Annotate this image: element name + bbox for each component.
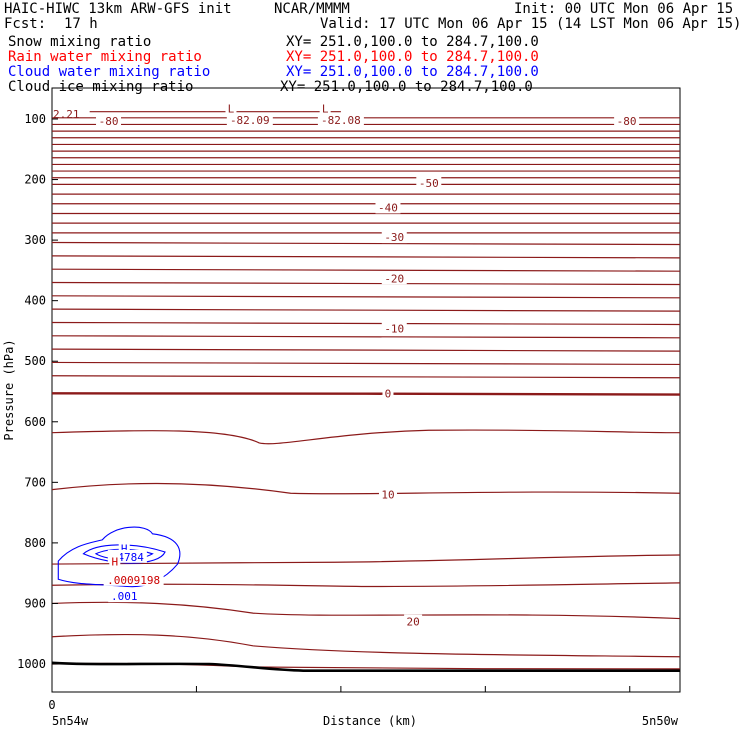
ground-surface [51,661,680,672]
y-tick-label: 800 [24,536,46,550]
temperature-label: L [228,103,235,116]
isotherm [51,429,681,445]
organization-label: NCAR/MMMM [274,1,350,17]
temperature-label: 10 [381,488,394,501]
isotherm [51,348,681,352]
temperature-label: 0 [385,387,392,400]
field-xy-rain: XY= 251.0,100.0 to 284.7,100.0 [286,49,539,65]
y-tick-label: 700 [24,475,46,489]
model-title: HAIC-HIWC 13km ARW-GFS init [4,1,232,17]
temperature-label: L [322,103,329,116]
isotherm [51,601,681,620]
temperature-label-bg [416,176,442,190]
isotherm [51,241,681,246]
temperature-label-bg [225,101,237,115]
y-tick-label: 200 [24,173,46,187]
isotherm [51,321,681,326]
valid-time: Valid: 17 UTC Mon 06 Apr 15 (14 LST Mon … [320,16,740,32]
isotherm [51,361,681,366]
temperature-label-bg [317,113,364,127]
temperature-label: -40 [378,201,398,214]
temperature-label-bg [382,386,394,400]
temperature-label-bg [381,230,407,244]
field-xy-cloud-ice: XY= 251.0,100.0 to 284.7,100.0 [280,79,533,95]
field-xy-cloud-water: XY= 251.0,100.0 to 284.7,100.0 [286,64,539,80]
cloud-water-label: .001 [111,590,138,603]
temperature-label: -82.08 [321,114,361,127]
temperature-label: -10 [384,323,404,336]
x-tick-zero: 0 [48,698,55,712]
temperature-label-bg [375,200,401,214]
isotherm [51,295,681,299]
isotherm [51,554,681,565]
rain-label: .0009198 [107,574,160,587]
temperature-label: -20 [384,272,404,285]
isotherm [51,268,681,272]
temperature-label-bg [226,113,273,127]
temperature-label-bg [319,101,331,115]
init-time: Init: 00 UTC Mon 06 Apr 15 [514,1,734,17]
isotherm-zero [51,391,681,396]
y-tick-label: 1000 [17,657,46,671]
temperature-label-bg [404,614,423,628]
temperature-label-bg [381,271,407,285]
temperature-label: -80 [617,115,637,128]
temperature-label-bg [614,113,640,127]
y-tick-label: 600 [24,415,46,429]
y-tick-label: 100 [24,112,46,126]
y-tick-label: 900 [24,596,46,610]
isotherm [51,482,681,495]
field-label-rain: Rain water mixing ratio [8,49,202,65]
rain-label-bg [109,554,121,568]
ground-line [51,661,680,672]
field-xy-snow: XY= 251.0,100.0 to 284.7,100.0 [286,34,539,50]
isotherm [51,335,681,339]
isotherm [51,255,681,259]
temperature-contours [51,111,681,670]
temperature-label: 20 [406,616,419,629]
forecast-hour: 17 h [64,16,98,32]
temperature-label: -50 [419,177,439,190]
x-right-endpoint: 5n50w [642,714,679,728]
isotherm [51,633,681,658]
x-axis-title: Distance (km) [323,714,417,728]
temperature-label-bg [378,487,397,501]
isotherm [51,308,681,312]
temperature-label: -30 [384,231,404,244]
cloud-water-label-bg [108,589,141,603]
contour-labels: -80 -82.09 -82.08 -80 -50 -40 -30 -20 -10 0 10 20 L L… [53,101,640,629]
y-tick-label: 500 [24,354,46,368]
y-tick-label: 400 [24,294,46,308]
rain-label: H [111,556,118,569]
cloud-water-label-bg [118,541,130,555]
temperature-label: -82.09 [230,114,270,127]
edge-value-label: 2.21 [53,108,80,121]
temperature-label: -80 [99,115,119,128]
rain-label-bg [103,572,164,586]
forecast-label: Fcst: [4,16,47,32]
temperature-label-bg [381,321,407,335]
cloud-water-label: H [121,542,128,555]
isotherm [51,281,681,286]
temperature-label-bg [96,113,122,127]
y-tick-label: 300 [24,233,46,247]
x-left-endpoint: 5n54w [52,714,89,728]
isotherm [51,375,681,379]
field-label-cloud-water: Cloud water mixing ratio [8,64,211,80]
y-axis-title: Pressure (hPa) [2,339,16,440]
plot-frame [51,87,681,693]
field-label-snow: Snow mixing ratio [8,34,152,50]
field-label-cloud-ice: Cloud ice mixing ratio [8,79,194,95]
